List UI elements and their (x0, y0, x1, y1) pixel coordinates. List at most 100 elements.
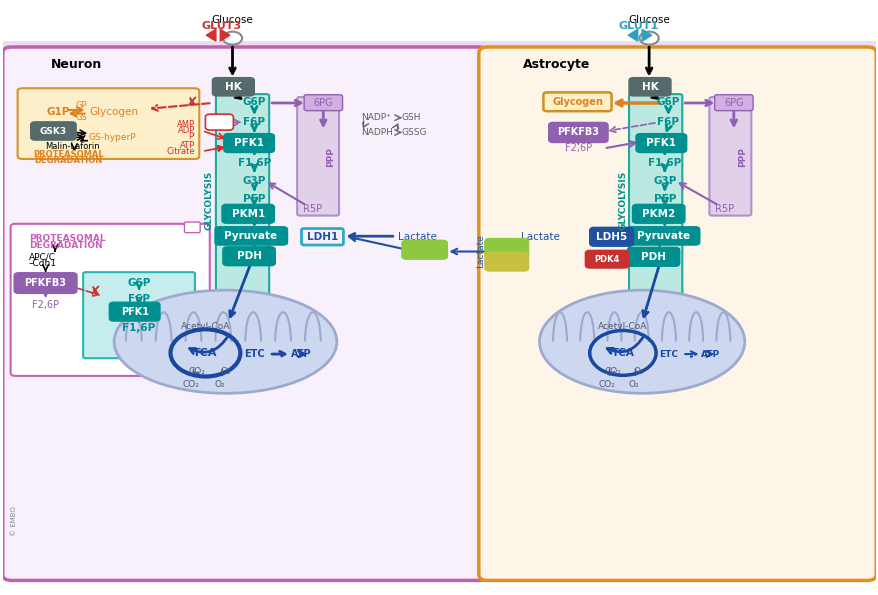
Polygon shape (220, 29, 230, 41)
FancyBboxPatch shape (224, 134, 274, 152)
Text: O₂: O₂ (633, 367, 644, 376)
Text: GLUT3: GLUT3 (201, 21, 241, 32)
Text: LDH1: LDH1 (306, 232, 338, 242)
Text: O₂: O₂ (628, 380, 638, 389)
FancyBboxPatch shape (629, 94, 681, 305)
Text: F1,6P: F1,6P (237, 158, 270, 168)
Text: F6P: F6P (657, 117, 679, 127)
Text: ETC: ETC (658, 350, 677, 359)
Text: CO₂: CO₂ (182, 380, 198, 389)
Text: Astrocyte: Astrocyte (522, 58, 589, 71)
Text: ETC: ETC (244, 349, 264, 359)
Text: *: * (190, 223, 194, 233)
Text: Glucose: Glucose (628, 15, 669, 26)
Circle shape (639, 32, 658, 45)
Text: Malin-Laforin: Malin-Laforin (46, 142, 100, 151)
Text: PKM1: PKM1 (231, 209, 264, 219)
FancyBboxPatch shape (222, 204, 274, 223)
FancyBboxPatch shape (83, 272, 195, 358)
Text: GSH: GSH (401, 113, 421, 122)
Text: LDH5: LDH5 (595, 232, 627, 242)
Text: Citrate: Citrate (166, 147, 195, 156)
FancyBboxPatch shape (205, 114, 233, 130)
Text: NADP⁺: NADP⁺ (361, 113, 391, 122)
Text: MCT2: MCT2 (409, 245, 439, 255)
Text: TCA: TCA (611, 348, 634, 358)
FancyBboxPatch shape (709, 97, 751, 215)
Text: ATP: ATP (179, 141, 195, 150)
Text: F6P: F6P (128, 294, 150, 303)
FancyBboxPatch shape (297, 97, 339, 215)
FancyBboxPatch shape (714, 95, 752, 111)
Text: ✘: ✘ (90, 285, 99, 298)
Text: HK: HK (225, 82, 241, 92)
Text: PFKFB3: PFKFB3 (557, 127, 599, 137)
Text: HK: HK (641, 82, 658, 92)
Text: DEGRADATION: DEGRADATION (29, 241, 103, 250)
Text: O₂: O₂ (220, 367, 231, 376)
Text: PDK4: PDK4 (594, 255, 619, 264)
Text: Pᴵ: Pᴵ (188, 132, 195, 141)
Polygon shape (206, 29, 216, 41)
Text: CO₂: CO₂ (188, 367, 205, 376)
FancyBboxPatch shape (184, 222, 200, 233)
FancyBboxPatch shape (223, 247, 275, 266)
Text: G6P: G6P (656, 97, 680, 107)
Text: Acetyl-CoA: Acetyl-CoA (598, 322, 647, 331)
FancyBboxPatch shape (548, 123, 608, 142)
Text: R5P: R5P (714, 204, 733, 214)
Text: ✘: ✘ (186, 96, 197, 109)
FancyBboxPatch shape (479, 47, 875, 581)
Text: F2,6P: F2,6P (565, 143, 591, 154)
Polygon shape (628, 29, 637, 41)
Text: © EMBO: © EMBO (11, 506, 17, 536)
Text: 6PG: 6PG (313, 98, 333, 108)
Text: MCT4: MCT4 (492, 257, 521, 266)
Text: PFK1: PFK1 (234, 138, 263, 148)
Text: GS-hyperP: GS-hyperP (88, 133, 135, 142)
Text: O₂: O₂ (214, 380, 225, 389)
Text: Lactate: Lactate (398, 232, 437, 242)
Text: TCA: TCA (193, 348, 218, 358)
FancyBboxPatch shape (11, 224, 210, 376)
FancyBboxPatch shape (216, 94, 269, 305)
Text: PKM2: PKM2 (642, 209, 674, 219)
Text: Glycogen: Glycogen (89, 107, 138, 117)
Text: G6P: G6P (127, 278, 150, 288)
Text: GP: GP (76, 101, 87, 111)
Text: Lactate: Lactate (521, 232, 559, 242)
FancyBboxPatch shape (215, 227, 287, 245)
Text: Acetyl-CoA: Acetyl-CoA (181, 322, 230, 331)
Text: F1,6P: F1,6P (122, 323, 155, 333)
FancyBboxPatch shape (401, 240, 447, 259)
FancyBboxPatch shape (636, 134, 686, 152)
Ellipse shape (539, 290, 744, 393)
Text: ATP: ATP (700, 350, 719, 359)
Text: G3P: G3P (242, 176, 266, 186)
FancyBboxPatch shape (3, 47, 487, 581)
Text: AMP: AMP (176, 120, 195, 129)
FancyBboxPatch shape (485, 239, 528, 258)
Text: F6P: F6P (243, 117, 265, 127)
Text: CO₂: CO₂ (603, 367, 620, 376)
FancyBboxPatch shape (629, 77, 670, 96)
Text: GSSG: GSSG (401, 128, 427, 137)
Text: F2,6P: F2,6P (32, 299, 59, 309)
Text: PFK1: PFK1 (120, 306, 148, 317)
Text: –Cdh1: –Cdh1 (29, 259, 57, 268)
Text: PDH: PDH (236, 251, 262, 261)
FancyBboxPatch shape (109, 302, 160, 321)
Text: GLYCOLYSIS: GLYCOLYSIS (205, 171, 213, 230)
Ellipse shape (114, 290, 336, 393)
Text: 6PG: 6PG (723, 98, 743, 108)
Text: Pyruvate: Pyruvate (224, 231, 277, 241)
Text: GS: GS (76, 112, 87, 121)
Text: PFKFB3: PFKFB3 (25, 278, 67, 289)
Text: ADP: ADP (177, 126, 195, 135)
Text: PDH: PDH (640, 252, 666, 262)
Text: ATP: ATP (291, 349, 312, 359)
Text: CO₂: CO₂ (598, 380, 615, 389)
Text: G3P: G3P (652, 176, 676, 186)
Text: PFK1: PFK1 (645, 138, 675, 148)
FancyBboxPatch shape (212, 77, 254, 96)
